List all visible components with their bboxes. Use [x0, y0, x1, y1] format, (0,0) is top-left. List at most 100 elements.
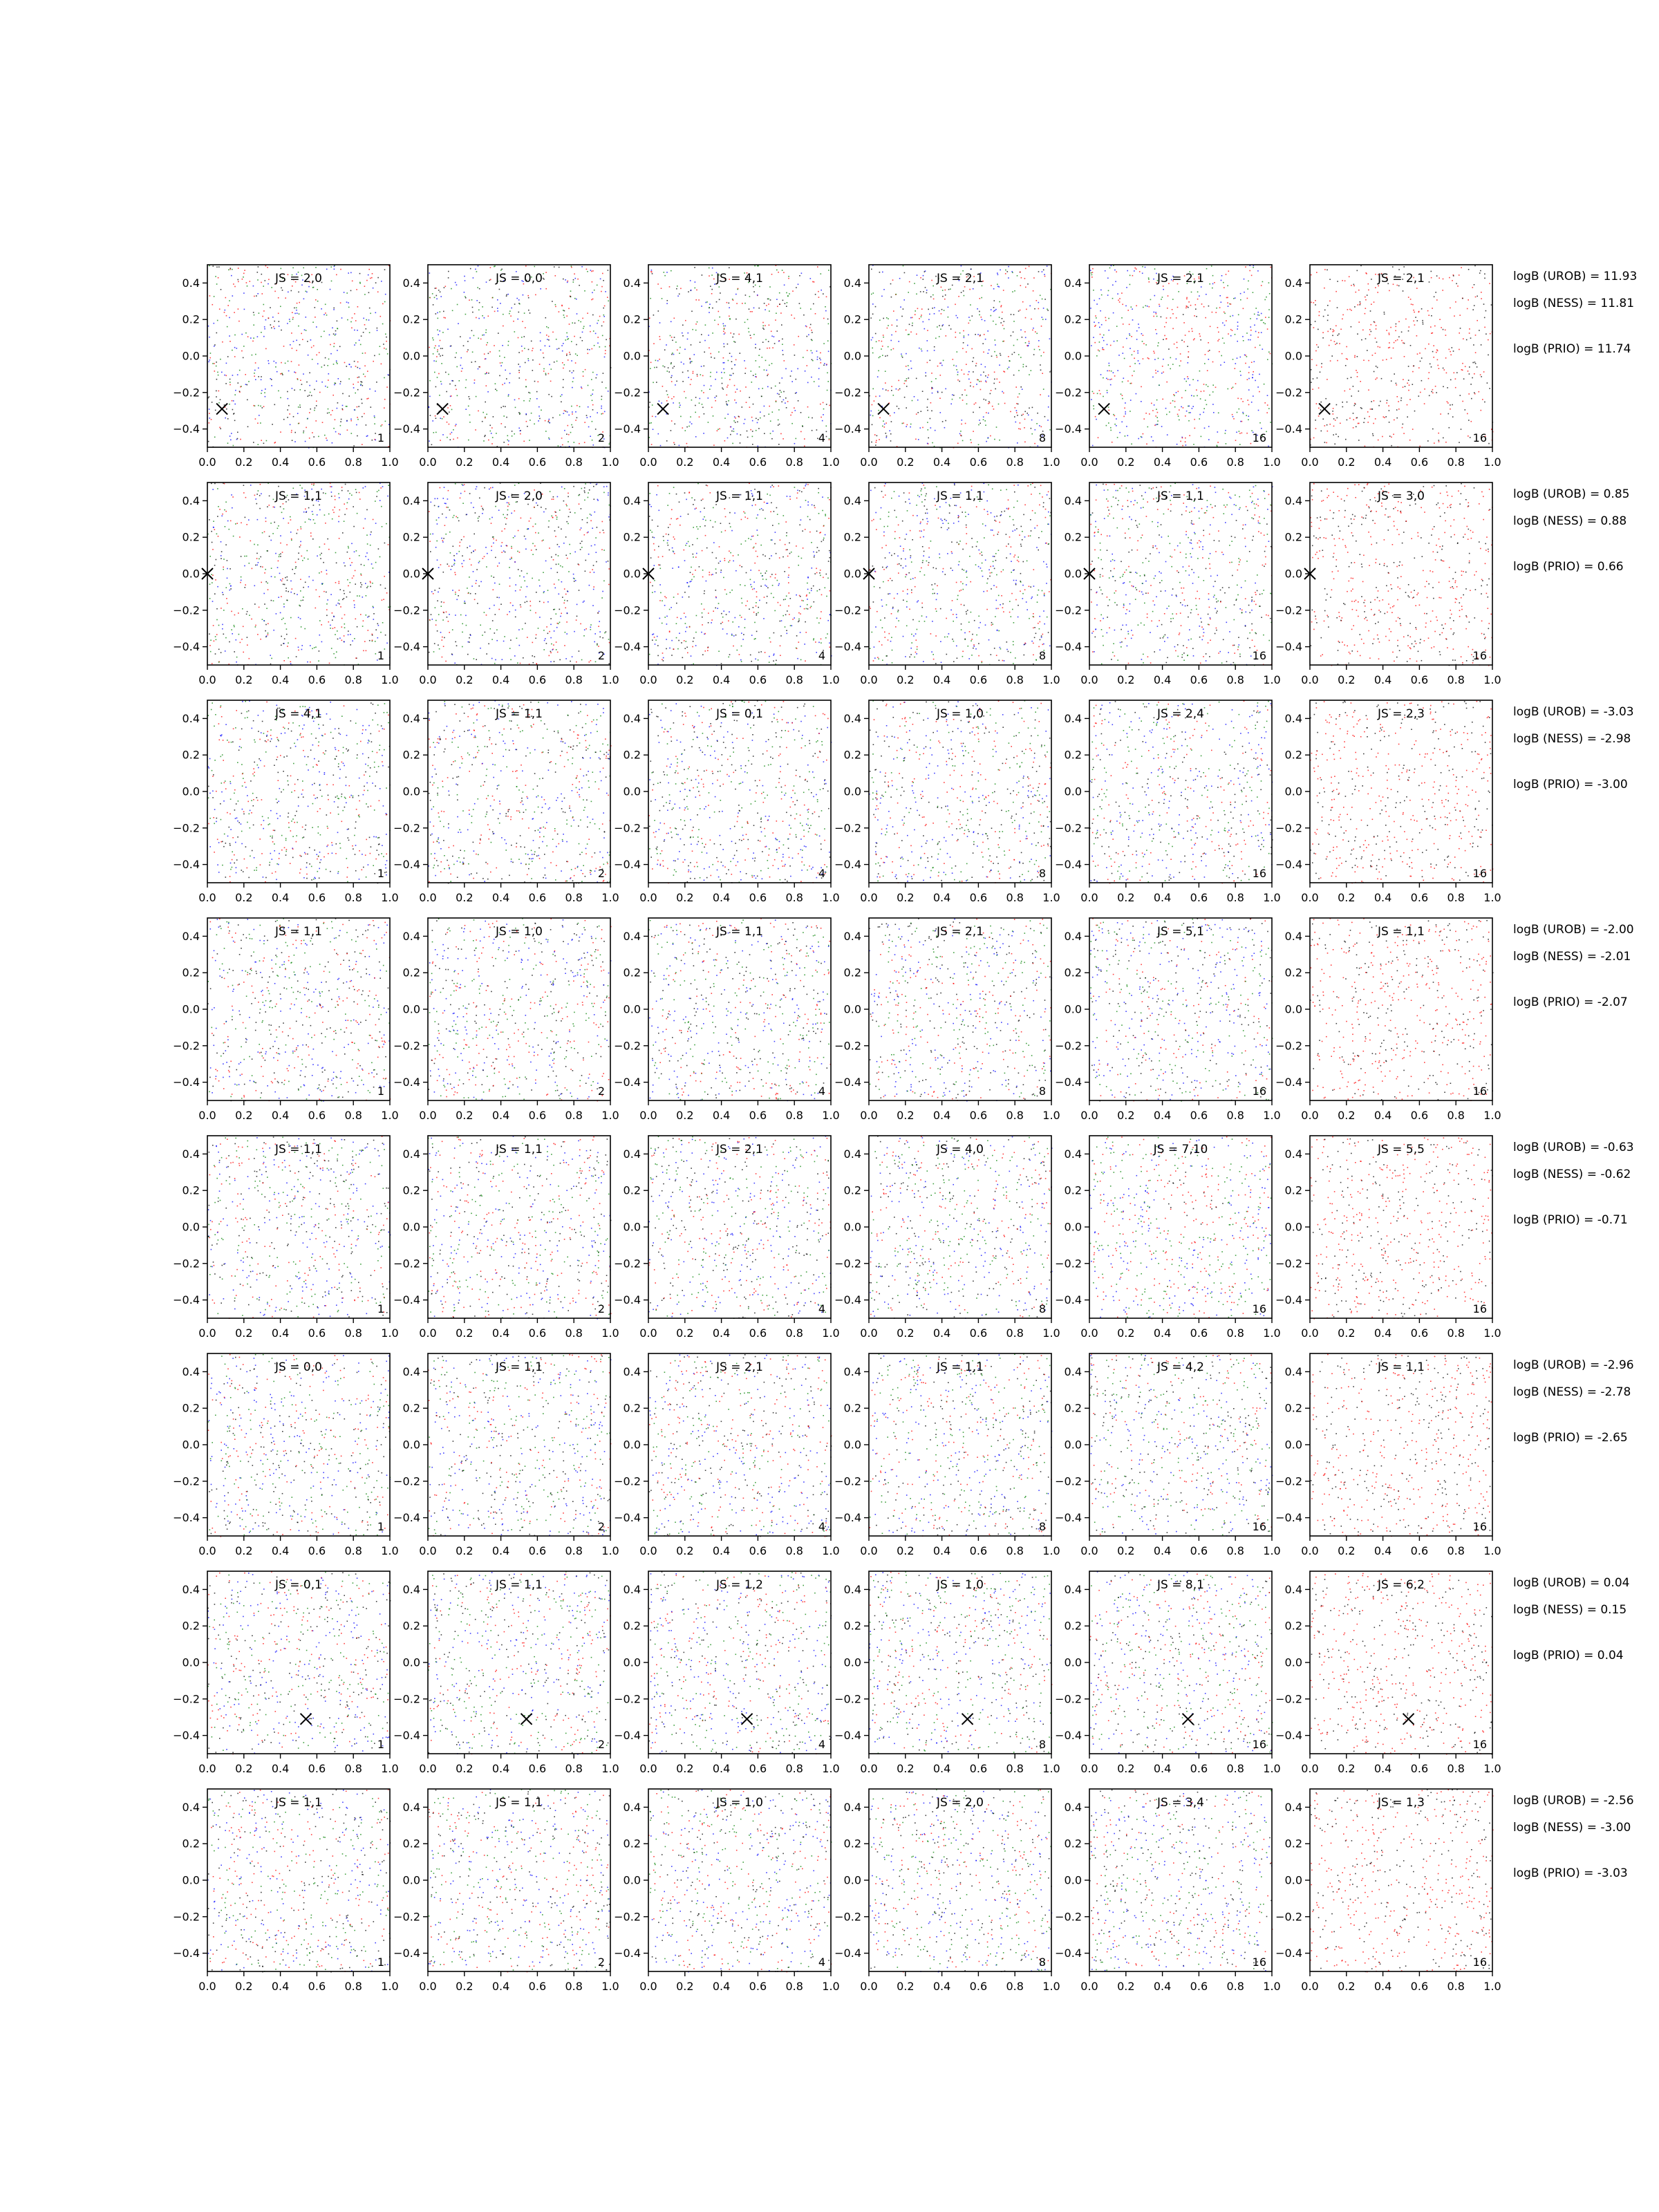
- scatter-point: [291, 430, 292, 431]
- scatter-point: [301, 333, 302, 335]
- scatter-point: [306, 292, 308, 293]
- scatter-point: [215, 276, 216, 277]
- scatter-point: [326, 269, 328, 270]
- scatter-point: [335, 330, 337, 332]
- scatter-point: [442, 418, 443, 420]
- scatter-point: [214, 323, 215, 324]
- scatter-point: [594, 345, 595, 346]
- scatter-point: [567, 336, 568, 337]
- scatter-point: [528, 349, 529, 350]
- scatter-point: [359, 377, 360, 378]
- scatter-point: [563, 310, 564, 311]
- scatter-point: [306, 291, 307, 292]
- scatter-point: [315, 317, 316, 318]
- scatter-point: [449, 384, 451, 385]
- scatter-point: [220, 359, 221, 360]
- scatter-point: [434, 348, 435, 349]
- scatter-point: [448, 374, 449, 375]
- scatter-point: [332, 442, 333, 444]
- scatter-point: [294, 432, 296, 433]
- scatter-point: [292, 319, 294, 320]
- scatter-point: [254, 373, 255, 374]
- scatter-point: [261, 440, 262, 441]
- scatter-point: [468, 440, 469, 441]
- scatter-point: [552, 301, 553, 302]
- scatter-point: [386, 386, 388, 388]
- scatter-point: [561, 345, 563, 346]
- scatter-point: [296, 340, 297, 341]
- scatter-point: [316, 381, 317, 382]
- scatter-point: [316, 405, 317, 406]
- scatter-point: [534, 266, 536, 268]
- scatter-point: [569, 352, 570, 353]
- scatter-point: [312, 359, 313, 360]
- scatter-point: [238, 308, 239, 310]
- scatter-point: [314, 410, 315, 411]
- scatter-point: [545, 317, 547, 319]
- scatter-point: [229, 379, 231, 380]
- scatter-point: [482, 306, 483, 308]
- scatter-point: [464, 292, 465, 293]
- scatter-point: [433, 432, 435, 433]
- scatter-point: [543, 273, 544, 274]
- scatter-point: [288, 398, 289, 400]
- scatter-point: [210, 353, 212, 354]
- scatter-point: [357, 382, 359, 383]
- scatter-point: [332, 395, 334, 396]
- scatter-point: [306, 317, 307, 318]
- scatter-point: [342, 393, 344, 395]
- scatter-point: [209, 418, 211, 419]
- scatter-point: [348, 395, 350, 397]
- scatter-point: [371, 406, 372, 408]
- scatter-point: [435, 415, 436, 417]
- scatter-point: [364, 366, 366, 367]
- scatter-point: [442, 348, 443, 349]
- scatter-point: [548, 373, 550, 375]
- scatter-point: [330, 414, 332, 415]
- scatter-point: [245, 374, 246, 375]
- scatter-point: [219, 308, 221, 310]
- scatter-point: [571, 424, 572, 426]
- scatter-point: [332, 410, 333, 411]
- scatter-point: [508, 395, 509, 397]
- scatter-point: [512, 431, 513, 432]
- scatter-point: [245, 384, 247, 385]
- scatter-point: [342, 405, 344, 406]
- scatter-point: [263, 285, 264, 287]
- scatter-point: [227, 418, 229, 420]
- scatter-point: [601, 286, 603, 288]
- scatter-point: [310, 392, 311, 393]
- scatter-point: [294, 441, 296, 442]
- scatter-point: [279, 326, 280, 327]
- scatter-point: [488, 353, 489, 355]
- scatter-point: [571, 265, 572, 267]
- scatter-point: [299, 302, 300, 303]
- scatter-point: [338, 433, 339, 435]
- scatter-point: [507, 435, 509, 437]
- scatter-point: [377, 328, 378, 329]
- scatter-point: [317, 289, 318, 290]
- scatter-point: [445, 372, 447, 373]
- scatter-point: [550, 381, 552, 382]
- scatter-point: [274, 361, 275, 362]
- scatter-point: [383, 344, 384, 345]
- scatter-point: [226, 375, 227, 377]
- scatter-point: [514, 331, 516, 332]
- scatter-point: [597, 323, 598, 324]
- scatter-point: [592, 421, 593, 422]
- scatter-point: [370, 313, 371, 315]
- scatter-point: [357, 406, 358, 408]
- scatter-point: [263, 310, 265, 312]
- scatter-point: [282, 290, 283, 291]
- scatter-point: [265, 265, 267, 267]
- scatter-point: [469, 398, 471, 400]
- scatter-point: [339, 384, 341, 385]
- scatter-point: [263, 443, 265, 444]
- scatter-point: [359, 368, 361, 369]
- scatter-point: [212, 402, 213, 403]
- scatter-point: [268, 283, 269, 285]
- scatter-point: [540, 341, 541, 342]
- scatter-point: [522, 350, 523, 352]
- scatter-point: [562, 362, 563, 364]
